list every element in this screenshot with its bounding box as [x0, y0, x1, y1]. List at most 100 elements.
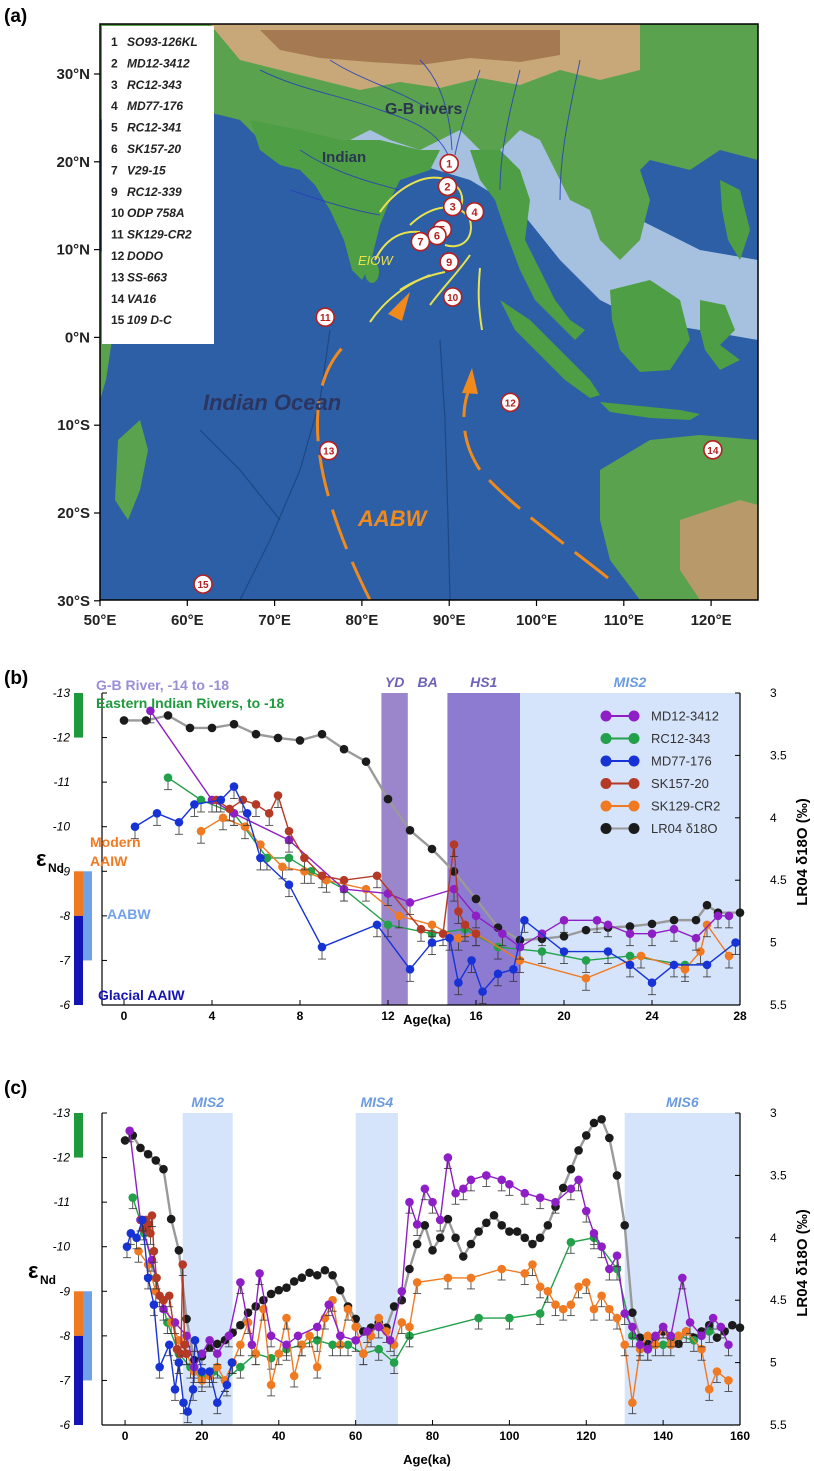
b-data-point: [295, 736, 305, 745]
c-data-point: [343, 1304, 353, 1314]
c-data-point: [428, 1197, 437, 1207]
legend-site-number: 6: [111, 142, 118, 156]
c-data-point: [178, 1260, 188, 1269]
c-data-point: [397, 1318, 407, 1327]
c-data-point: [724, 1340, 733, 1350]
b-data-point: [449, 840, 459, 849]
c-data-point: [443, 1214, 453, 1224]
c-data-point: [466, 1273, 476, 1283]
b-data-point: [669, 915, 679, 925]
c-data-point: [351, 1336, 360, 1345]
b-data-point: [242, 809, 252, 818]
b-data-point: [515, 956, 525, 965]
b-data-point: [445, 933, 454, 943]
b-data-point: [262, 853, 272, 863]
map-panel: (a): [4, 6, 759, 629]
site-marker: 11: [315, 307, 336, 328]
b-legend-marker: [628, 733, 640, 744]
c-data-point: [132, 1233, 141, 1243]
c-data-point: [708, 1313, 718, 1323]
site-circle: [193, 574, 213, 594]
c-data-point: [658, 1322, 668, 1332]
b-bar-modern-aaiw: [74, 871, 83, 916]
c-data-point: [497, 1264, 507, 1274]
c-data-point: [213, 1398, 222, 1408]
c-data-point: [289, 1371, 299, 1381]
c-series: [120, 1114, 745, 1424]
c-data-point: [520, 1269, 530, 1278]
b-x-tick-label: 20: [557, 1009, 571, 1023]
c-xlabel: Age(ka): [403, 1452, 451, 1467]
c-data-point: [412, 1239, 422, 1249]
b-y-tick-label: -11: [54, 775, 70, 789]
b-data-point: [520, 916, 529, 925]
b-legend-marker: [600, 710, 612, 722]
b-data-point: [264, 809, 274, 818]
b-y2-tick-label: 4: [770, 811, 777, 825]
b-data-point: [713, 911, 723, 921]
b-data-point: [478, 987, 487, 996]
b-data-point: [405, 898, 415, 907]
c-data-point: [589, 1118, 599, 1128]
c-data-point: [543, 1286, 553, 1296]
c-data-point: [581, 1278, 591, 1287]
c-data-point: [389, 1302, 399, 1311]
philippines: [720, 180, 750, 260]
indochina-east: [540, 140, 650, 260]
lon-tick-label: 100°E: [516, 612, 557, 629]
c-data-point: [697, 1331, 706, 1341]
b-data-point: [238, 795, 248, 805]
b-data-point: [625, 929, 635, 938]
lat-tick-label: 30°S: [57, 593, 90, 610]
site-number: 13: [323, 447, 335, 458]
b-y-tick-label: -13: [53, 686, 71, 700]
b-bar-eastern-rivers: [74, 693, 83, 738]
b-y-tick-label: -8: [59, 909, 70, 923]
c-data-point: [520, 1188, 530, 1198]
c-data-point: [681, 1327, 691, 1336]
c-data-point: [136, 1143, 145, 1153]
b-data-point: [515, 942, 525, 952]
c-data-point: [182, 1331, 191, 1341]
site-number: 15: [197, 580, 209, 591]
c-x-tick-label: 140: [653, 1429, 673, 1443]
c-data-point: [597, 1114, 606, 1124]
legend-site-number: 2: [111, 56, 118, 70]
b-legend-marker: [628, 778, 640, 789]
b-legend-marker: [600, 778, 612, 789]
c-data-point: [628, 1308, 637, 1317]
legend-site-name: VA16: [127, 292, 156, 306]
c-data-point: [183, 1407, 193, 1416]
label-indian-ocean: Indian Ocean: [203, 390, 341, 415]
b-data-point: [559, 916, 569, 925]
b-data-point: [724, 951, 734, 961]
b-band-label: HS1: [470, 674, 497, 690]
c-data-point: [236, 1320, 245, 1330]
c-data-point: [435, 1215, 445, 1225]
c-data-point: [482, 1171, 491, 1180]
site-markers: 12345679101112131415: [193, 153, 723, 594]
c-data-point: [443, 1273, 453, 1283]
b-data-point: [460, 920, 470, 930]
c-x-tick-label: 40: [272, 1429, 286, 1443]
site-circle: [464, 202, 485, 222]
legend-site-number: 10: [111, 206, 125, 220]
b-data-point: [625, 951, 635, 961]
legend-site-name: SS-663: [127, 270, 167, 284]
c-data-point: [512, 1227, 522, 1236]
b-legend-label: RC12-343: [651, 731, 710, 746]
c-data-point: [405, 1322, 414, 1332]
c-y-tick-label: -8: [59, 1329, 70, 1343]
b-data-point: [581, 973, 591, 983]
c-data-point: [589, 1229, 599, 1238]
c-series-md12-3412: [125, 1126, 733, 1379]
site-marker: 6: [427, 225, 447, 246]
c-data-point: [143, 1273, 153, 1283]
b-data-point: [152, 809, 162, 818]
c-band-label: MIS4: [360, 1094, 393, 1110]
b-legend-label: SK129-CR2: [651, 799, 720, 814]
c-bar-eastern-rivers: [74, 1113, 83, 1158]
b-data-point: [592, 916, 602, 925]
legend-site-name: RC12-339: [127, 185, 182, 199]
legend-site-name: SK157-20: [127, 142, 181, 156]
